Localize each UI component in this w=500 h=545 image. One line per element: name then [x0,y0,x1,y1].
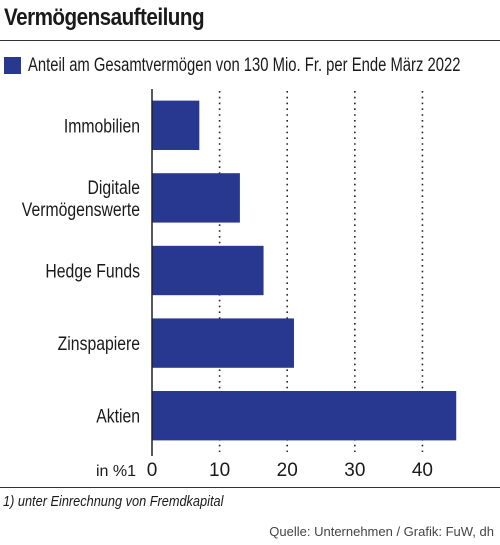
category-label-2: Hedge Funds [45,260,140,282]
bar-4 [152,391,457,441]
tick-label-40: 40 [412,460,433,481]
bar-0 [152,100,200,150]
category-label-1-0: Digitale [87,176,140,198]
footnote: 1) unter Einrechnung von Fremdkapital [3,493,224,510]
top-rule [0,40,500,41]
tick-label-30: 30 [344,460,365,481]
tick-label-0: 0 [147,460,158,481]
source-credit: Quelle: Unternehmen / Grafik: FuW, dh [269,524,494,539]
bar-2 [152,245,264,296]
bar-1 [152,173,240,223]
chart-title: Vermögensaufteilung [4,4,205,31]
tick-label-10: 10 [209,460,230,481]
legend-label: Anteil am Gesamtvermögen von 130 Mio. Fr… [28,55,461,76]
tick-label-20: 20 [277,460,298,481]
bar-3 [152,318,294,368]
category-label-0: Immobilien [64,115,140,137]
category-label-4: Aktien [96,405,140,427]
bottom-rule [0,487,500,488]
category-label-3: Zinspapiere [58,333,140,355]
legend-swatch [4,57,21,74]
axis-unit-label: in %1 [96,463,136,480]
category-label-1-1: Vermögenswerte [22,198,140,220]
